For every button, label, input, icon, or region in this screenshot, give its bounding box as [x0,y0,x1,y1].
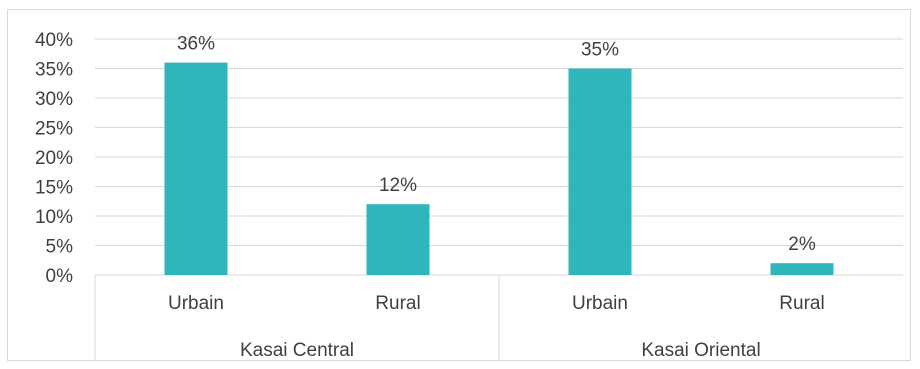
y-tick-label: 40% [35,30,73,51]
category-label: Rural [375,293,420,314]
bar [770,263,834,275]
data-label: 2% [788,234,816,255]
category-label: Urbain [168,293,224,314]
bar [164,62,228,275]
y-tick-label: 20% [35,148,73,169]
chart-frame [7,9,911,361]
y-tick-label: 25% [35,119,73,140]
category-label: Urbain [572,293,628,314]
y-tick-label: 10% [35,207,73,228]
bar [366,204,430,275]
data-label: 12% [379,175,417,196]
group-label: Kasai Oriental [641,340,760,361]
y-tick-label: 30% [35,89,73,110]
data-label: 36% [177,34,215,55]
y-tick-label: 5% [46,237,74,258]
y-tick-label: 15% [35,178,73,199]
y-tick-label: 0% [46,266,74,287]
group-label: Kasai Central [240,340,354,361]
data-label: 35% [581,40,619,61]
category-label: Rural [779,293,824,314]
bar [568,68,632,275]
y-tick-label: 35% [35,60,73,81]
